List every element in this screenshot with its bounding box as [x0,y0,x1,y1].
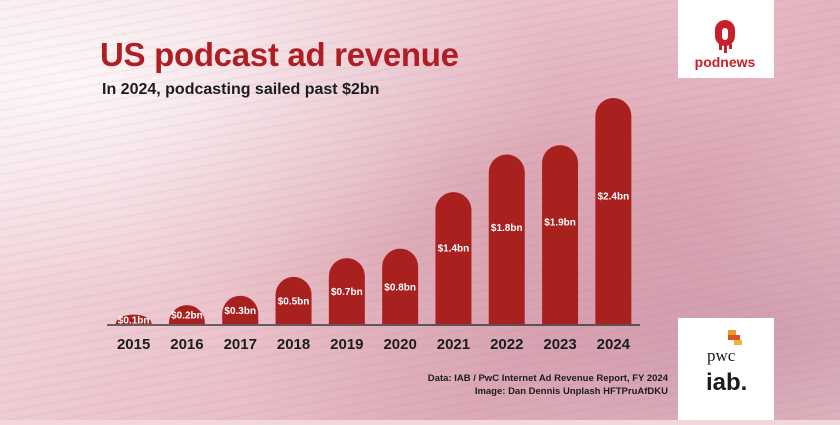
data-label-2022: $1.8bn [491,223,523,234]
bar-2017 [222,295,259,324]
bar-2019 [328,258,365,324]
iab-logo: iab. [706,369,747,396]
x-tick-2024: 2024 [597,336,631,353]
bar-2018 [275,276,312,324]
data-label-2024: $2.4bn [598,192,630,203]
podnews-logo: podnews [678,0,774,78]
data-label-2015: $0.1bn [118,315,150,326]
x-tick-2019: 2019 [330,336,363,353]
data-label-2021: $1.4bn [438,243,470,254]
chart-subtitle: In 2024, podcasting sailed past $2bn [102,81,380,98]
podnews-wordmark: podnews [695,54,756,70]
bar-2020 [382,248,419,324]
data-label-2016: $0.2bn [171,311,203,322]
x-tick-2022: 2022 [490,336,523,353]
podnews-mic-icon [715,20,735,53]
source-note: Data: IAB / PwC Internet Ad Revenue Repo… [428,372,668,398]
bar-2022 [488,154,525,324]
source-data-line: Data: IAB / PwC Internet Ad Revenue Repo… [427,373,668,384]
x-tick-2016: 2016 [170,336,203,353]
data-label-2023: $1.9bn [544,218,576,229]
x-tick-2015: 2015 [117,336,150,353]
bar-2021 [435,192,472,324]
bar-2015 [115,314,152,324]
x-tick-2017: 2017 [224,336,257,353]
bar-2024 [595,98,632,324]
data-label-2019: $0.7bn [331,287,363,298]
data-label-2017: $0.3bn [224,306,256,317]
source-image-credit: Image: Dan Dennis Unplash HFTPruAfDKU [474,386,668,397]
x-tick-2021: 2021 [437,336,470,353]
bar-2016 [168,305,205,324]
chart-title: US podcast ad revenue [100,36,459,73]
pwc-iab-logos: pwc iab. [678,318,774,420]
data-label-2020: $0.8bn [384,282,416,293]
x-tick-2018: 2018 [277,336,310,353]
data-label-2018: $0.5bn [278,296,310,307]
pwc-logo: pwc [707,330,742,365]
x-tick-2020: 2020 [383,336,416,353]
x-tick-2023: 2023 [543,336,576,353]
bar-2023 [542,145,579,324]
pwc-wordmark: pwc [707,346,736,365]
